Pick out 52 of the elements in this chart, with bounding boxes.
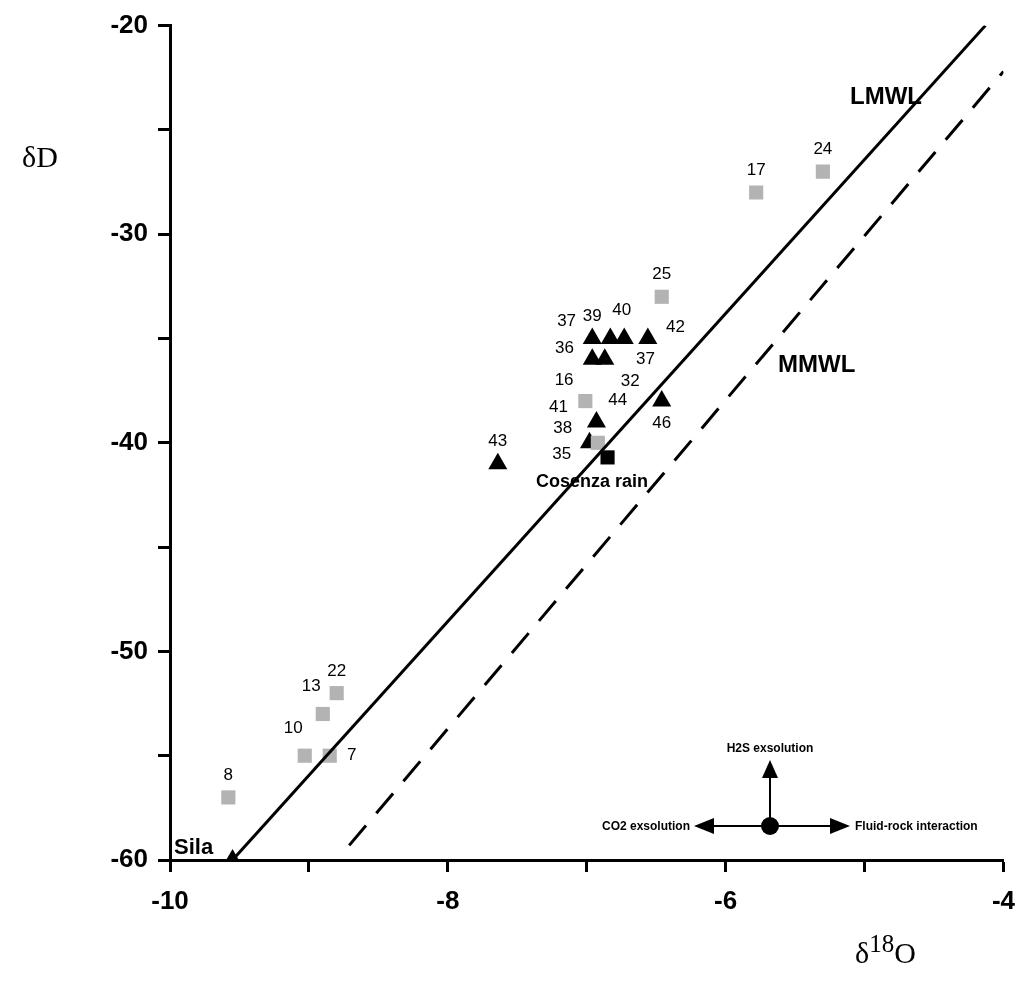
y-tick-label: -40 xyxy=(110,425,148,456)
point xyxy=(221,790,236,805)
annotation: CO2 exsolution xyxy=(601,819,690,833)
annotation: 7 xyxy=(347,745,357,765)
point xyxy=(329,686,344,701)
annotation: 42 xyxy=(666,316,686,336)
point xyxy=(582,327,602,344)
annotation: 22 xyxy=(327,660,347,680)
annotation: 44 xyxy=(608,390,628,410)
annotation: 37 xyxy=(557,310,577,330)
annotation: 35 xyxy=(552,443,572,463)
point xyxy=(590,435,605,450)
annotation: 37 xyxy=(635,349,655,369)
x-tick-label: -6 xyxy=(714,884,738,915)
y-axis-title: δD xyxy=(22,140,58,174)
x-tick-label: -10 xyxy=(151,884,189,915)
annotation: 32 xyxy=(620,370,640,390)
annotation: 17 xyxy=(746,160,766,180)
point xyxy=(595,348,615,365)
annotation: 25 xyxy=(652,264,672,284)
annotation: Sila xyxy=(174,834,214,860)
x-tick-label: -8 xyxy=(436,884,460,915)
annotation: 40 xyxy=(612,300,632,320)
y-tick-label: -20 xyxy=(110,8,148,39)
x-tick-label: -4 xyxy=(991,884,1016,915)
point xyxy=(586,410,606,428)
point xyxy=(600,327,620,344)
annotation: 41 xyxy=(549,397,569,417)
point xyxy=(488,452,508,470)
point xyxy=(315,706,330,722)
annotation: 10 xyxy=(283,717,303,737)
annotation: 39 xyxy=(582,306,602,326)
annotation: 43 xyxy=(488,431,508,451)
annotation: 38 xyxy=(553,417,573,437)
point xyxy=(614,327,634,344)
annotation: 46 xyxy=(652,412,672,432)
point xyxy=(638,327,658,344)
x-axis-title: δ$^{18}$O xyxy=(855,930,916,970)
annotation: H2S exsolution xyxy=(726,741,814,755)
annotation: MMWL xyxy=(778,350,856,378)
annotation: 8 xyxy=(223,765,234,785)
annotation: 24 xyxy=(813,139,833,159)
annotation: 36 xyxy=(555,337,575,357)
annotation: Fluid-rock interaction xyxy=(855,819,978,833)
annotation: 13 xyxy=(301,675,321,695)
annotation: 16 xyxy=(554,369,574,389)
point xyxy=(652,390,672,407)
point xyxy=(297,748,312,763)
y-tick-label: -50 xyxy=(110,634,148,665)
y-tick-label: -60 xyxy=(110,843,148,874)
y-tick-label: -30 xyxy=(110,217,148,248)
annotation: LMWL xyxy=(850,82,922,110)
